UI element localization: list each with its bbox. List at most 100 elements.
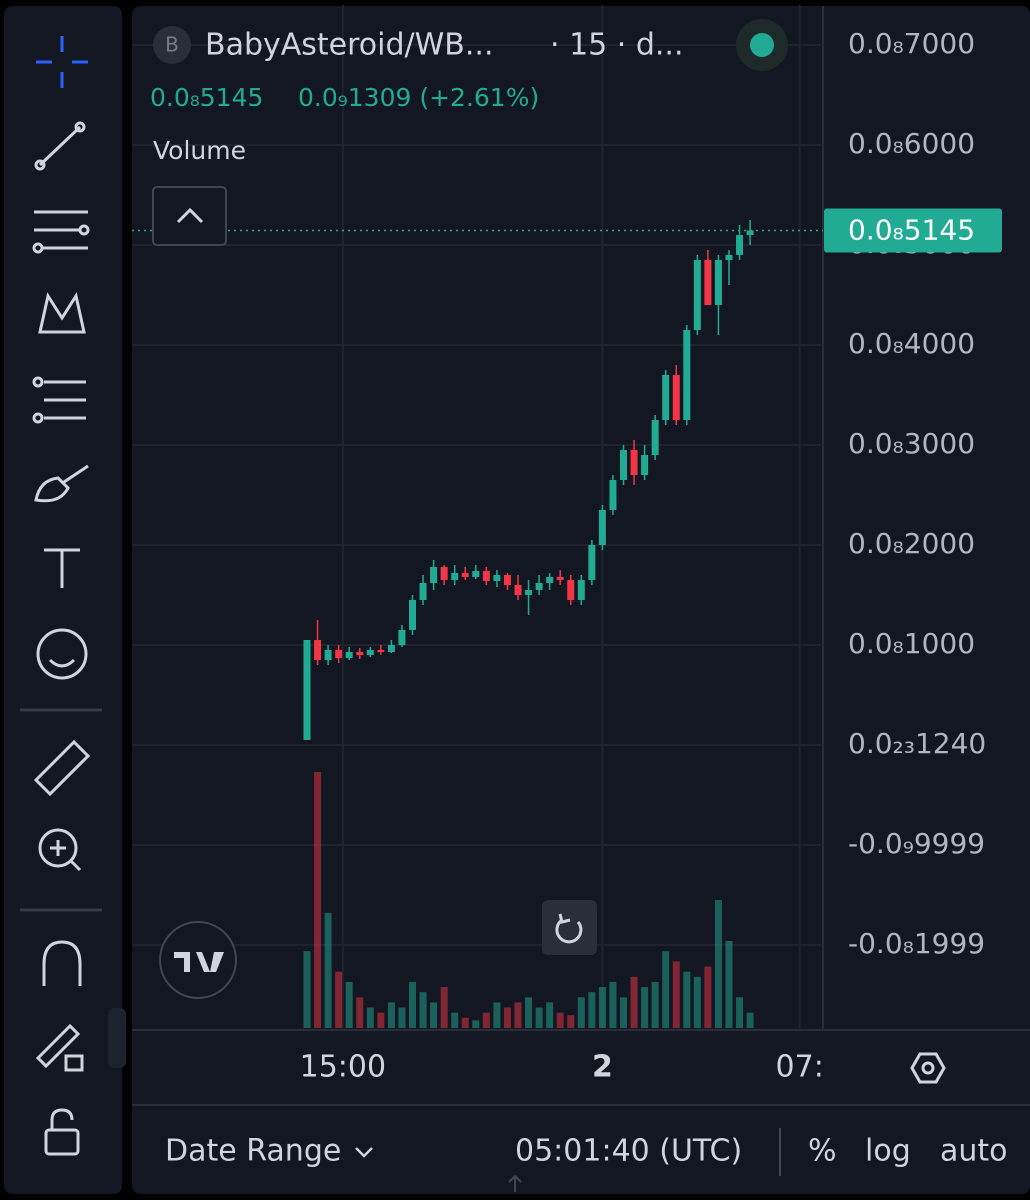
reset-button[interactable] <box>542 900 597 955</box>
candle-body <box>377 650 385 652</box>
volume-bar <box>314 772 322 1028</box>
volume-bar <box>651 981 659 1028</box>
volume-bar <box>525 997 533 1028</box>
candle-body <box>503 575 511 585</box>
lock-drawings-tool[interactable] <box>35 1023 84 1072</box>
volume-bar <box>736 997 744 1028</box>
y-tick-label: 0.0₈3000 <box>848 427 975 460</box>
magnet-tool[interactable] <box>42 940 82 986</box>
volume-bar <box>303 951 311 1028</box>
volume-bar <box>683 971 691 1028</box>
indicator-name: Volume <box>153 136 246 165</box>
candle-body <box>387 645 395 652</box>
candle-body <box>345 652 353 658</box>
candle-body <box>535 583 543 590</box>
y-tick-label: -0.0₈1999 <box>848 927 985 960</box>
auto-button[interactable]: auto <box>940 1134 1008 1169</box>
volume-bar <box>345 981 353 1028</box>
candle-body <box>440 567 448 580</box>
volume-bar <box>482 1012 490 1028</box>
unlock-tool[interactable] <box>44 1108 80 1156</box>
candle-body <box>704 260 712 305</box>
y-tick-label: 0.0₈7000 <box>848 27 975 60</box>
candle-body <box>736 235 744 255</box>
symbol[interactable]: BabyAsteroid/WB... <box>205 28 494 63</box>
candle-body <box>314 640 322 660</box>
zoom-tool[interactable] <box>38 828 82 872</box>
volume-bar <box>746 1012 754 1028</box>
candle-body <box>693 260 701 330</box>
candle-body <box>651 420 659 455</box>
volume-bar <box>324 912 332 1028</box>
emoji-tool[interactable] <box>36 628 88 680</box>
volume-bar <box>556 1012 564 1028</box>
grid: 0.0₈70000.0₈60000.0₈50000.0₈40000.0₈3000… <box>132 5 986 1085</box>
toolbar <box>4 6 122 1194</box>
change: 0.0₉1309 (+2.61%) <box>298 83 539 112</box>
collapse-toolbar[interactable] <box>108 1008 126 1068</box>
x-tick-label: 15:00 <box>300 1050 386 1085</box>
price: 0.0₈5145 <box>150 83 263 112</box>
y-tick-label: 0.0₈4000 <box>848 327 975 360</box>
ruler-tool[interactable] <box>33 739 91 797</box>
log-button[interactable]: log <box>865 1134 911 1169</box>
percent-button[interactable]: % <box>808 1134 837 1169</box>
chevron-up <box>176 207 204 224</box>
candle-body <box>451 573 459 580</box>
volume-bar <box>387 1002 395 1028</box>
scroll-arrow <box>508 1174 522 1192</box>
crosshair-tool[interactable] <box>36 36 88 88</box>
text-tool[interactable] <box>44 548 80 588</box>
volume-bar <box>704 966 712 1028</box>
volume-bar <box>567 1015 575 1028</box>
volume-bar <box>514 1002 522 1028</box>
brush-tool[interactable] <box>34 464 89 503</box>
y-tick-label: 0.0₈1000 <box>848 627 975 660</box>
pattern-tool[interactable] <box>38 292 86 334</box>
overlay: B BabyAsteroid/WB... · 15 · d... 0.0₈514… <box>150 19 1008 1192</box>
volume-bar <box>535 1007 543 1028</box>
marks: 0.0₈5145 <box>132 208 1002 1028</box>
volume-bar <box>493 1002 501 1028</box>
prediction-tool[interactable] <box>32 376 86 424</box>
volume-bar <box>503 1007 511 1028</box>
volume-bar <box>714 900 722 1028</box>
candle-body <box>461 573 469 577</box>
candle-body <box>324 650 332 660</box>
volume-bar <box>409 981 416 1028</box>
candle-body <box>588 545 596 580</box>
last-price-label: 0.0₈5145 <box>848 214 975 247</box>
volume-bar <box>472 1020 480 1028</box>
logo[interactable] <box>159 921 237 999</box>
settings-button[interactable] <box>910 1052 946 1084</box>
interval[interactable]: · 15 · d... <box>550 28 684 63</box>
volume-bar <box>693 976 701 1028</box>
candle-body <box>398 630 406 645</box>
volume-bar <box>588 992 596 1028</box>
y-tick-label: -0.0₉9999 <box>848 827 985 860</box>
trendline-tool[interactable] <box>34 121 86 171</box>
volume-bar <box>356 997 364 1028</box>
fib-tool[interactable] <box>32 210 90 254</box>
candle-body <box>546 577 554 583</box>
candle-body <box>598 510 606 545</box>
candle-body <box>335 650 343 658</box>
volume-bar <box>662 951 670 1028</box>
collapse-button[interactable] <box>152 186 227 246</box>
candle-body <box>472 571 480 577</box>
symbol-initial: B <box>165 33 179 57</box>
y-tick-label: 0.0₈6000 <box>848 127 975 160</box>
date-range[interactable]: Date Range <box>165 1134 341 1169</box>
x-tick-label: 07: <box>776 1050 824 1085</box>
candle-body <box>567 580 575 600</box>
candle-body <box>366 650 374 655</box>
volume-bar <box>377 1012 385 1028</box>
y-tick-label: 0.0₂₃1240 <box>848 727 986 760</box>
volume-bar <box>620 997 627 1028</box>
candle-body <box>620 450 627 480</box>
candle-body <box>419 583 427 600</box>
volume-bar <box>451 1012 459 1028</box>
candle-body <box>683 330 691 420</box>
candle-body <box>641 455 649 475</box>
settings-dot <box>921 1061 935 1075</box>
